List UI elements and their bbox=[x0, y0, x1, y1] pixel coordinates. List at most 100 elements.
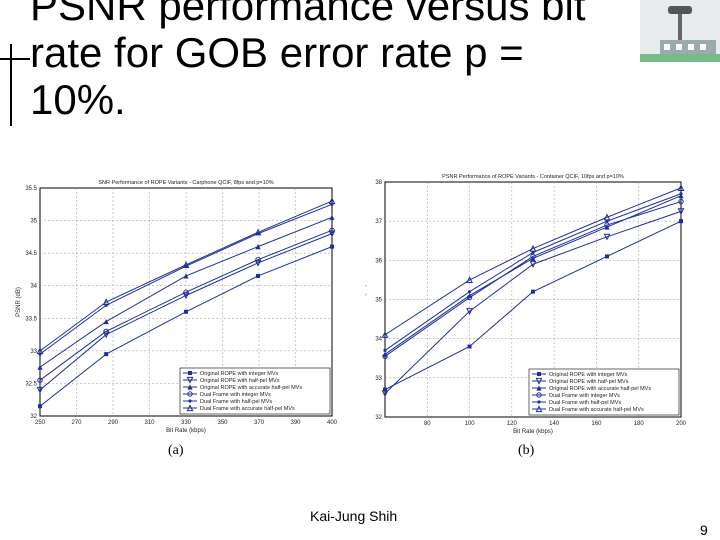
chart-b: PSNR Performance of ROPE Variants - Cont… bbox=[365, 174, 687, 435]
chart-a-series-line bbox=[39, 229, 333, 381]
chart-b-x-tick-label: 180 bbox=[634, 421, 645, 427]
chart-a-x-tick-label: 350 bbox=[217, 420, 228, 426]
chart-a-legend-entry: Original ROPE with accurate half-pel MVs bbox=[200, 385, 302, 391]
chart-b-data-point bbox=[603, 213, 611, 221]
chart-a-data-point bbox=[103, 328, 109, 335]
chart-a-legend-entry: Dual Frame with integer MVs bbox=[200, 392, 271, 398]
chart-a: SNR Performance of ROPE Variants - Carph… bbox=[16, 180, 338, 434]
chart-a-data-point bbox=[328, 230, 336, 238]
chart-a-data-point bbox=[329, 227, 335, 234]
chart-a-series-0 bbox=[38, 244, 334, 409]
footer-author: Kai-Jung Shih bbox=[310, 508, 398, 524]
chart-b-y-tick-label: 32 bbox=[375, 415, 382, 421]
chart-b-legend-entry: Original ROPE with integer MVs bbox=[549, 372, 627, 378]
chart-a-x-tick-label: 250 bbox=[35, 420, 46, 426]
chart-b-series-2 bbox=[382, 193, 684, 357]
chart-b-data-point bbox=[466, 294, 473, 301]
chart-b-data-point bbox=[531, 289, 535, 294]
chart-a-y-tick-label: 33 bbox=[30, 349, 37, 355]
chart-b-series-line bbox=[384, 195, 682, 355]
chart-b-data-point bbox=[605, 219, 609, 223]
chart-b-series-1 bbox=[381, 208, 685, 398]
chart-b-y-tick-label: 35 bbox=[375, 298, 382, 304]
chart-a-data-point bbox=[183, 273, 189, 279]
chart-a-data-point bbox=[37, 364, 43, 370]
chart-a-data-point bbox=[254, 228, 262, 236]
chart-a-legend-entry: Original ROPE with half-pel MVs bbox=[200, 378, 280, 384]
chart-b-y-tick-label: 36 bbox=[375, 258, 382, 264]
chart-b-data-point bbox=[383, 348, 387, 353]
chart-b-legend-entry: Dual Frame with integer MVs bbox=[549, 393, 620, 399]
chart-b-x-axis-label: Bit Rate (kbps) bbox=[513, 429, 553, 435]
chart-a-data-point bbox=[102, 298, 110, 306]
chart-a-data-point bbox=[182, 261, 190, 268]
chart-b-data-point bbox=[383, 387, 387, 392]
chart-a-y-tick-label: 35.5 bbox=[25, 186, 37, 192]
chart-b-series-line bbox=[384, 210, 682, 394]
title-rule-horizontal bbox=[0, 58, 30, 60]
chart-a-legend-marker bbox=[187, 391, 193, 397]
chart-a-data-point bbox=[330, 244, 334, 249]
chart-b-legend-entry: Dual Frame with accurate half-pel MVs bbox=[549, 407, 644, 413]
chart-b-data-point bbox=[382, 353, 388, 359]
chart-b-data-point bbox=[678, 198, 684, 205]
chart-b-data-point bbox=[677, 184, 685, 191]
chart-b-series-line bbox=[384, 193, 682, 351]
chart-a-series-line bbox=[39, 233, 333, 391]
chart-a-legend-marker bbox=[186, 404, 194, 412]
page-number: 9 bbox=[700, 522, 708, 538]
chart-b-x-tick-label: 140 bbox=[549, 421, 560, 427]
chart-a-data-point bbox=[183, 289, 189, 295]
chart-a-legend-marker bbox=[188, 371, 192, 375]
chart-b-data-point bbox=[678, 193, 684, 199]
chart-b-legend-marker bbox=[535, 377, 543, 385]
chart-a-data-point bbox=[104, 352, 109, 357]
chart-b-x-tick-label: 160 bbox=[591, 421, 602, 427]
chart-b-legend-entry: Original ROPE with half-pel MVs bbox=[549, 379, 629, 385]
chart-b-data-point bbox=[530, 253, 536, 260]
chart-a-series-line bbox=[39, 203, 333, 355]
chart-b-series-3 bbox=[382, 198, 684, 359]
chart-b-title: PSNR Performance of ROPE Variants - Cont… bbox=[442, 174, 624, 180]
chart-b-data-point bbox=[603, 233, 611, 241]
chart-a-y-tick-label: 33.5 bbox=[25, 316, 37, 322]
chart-a-data-point bbox=[36, 386, 44, 394]
chart-b-legend-marker bbox=[537, 400, 541, 404]
chart-b-data-point bbox=[531, 250, 535, 255]
chart-a-data-point bbox=[256, 273, 261, 278]
chart-b-data-point bbox=[467, 290, 472, 294]
chart-b-y-axis-label: PSNR (dB) bbox=[365, 285, 367, 315]
chart-a-data-point bbox=[255, 256, 261, 263]
chart-a-x-tick-label: 390 bbox=[290, 420, 301, 426]
chart-b-legend-marker bbox=[536, 392, 542, 398]
chart-a-data-point bbox=[184, 309, 188, 314]
chart-a-legend-entry: Dual Frame with accurate half-pel MVs bbox=[200, 406, 295, 412]
chart-b-data-point bbox=[529, 244, 537, 252]
chart-b-legend-entry: Original ROPE with accurate half-pel MVs bbox=[549, 386, 651, 392]
chart-b-y-tick-label: 34 bbox=[375, 337, 382, 343]
chart-a-series-5 bbox=[36, 197, 336, 354]
chart-a-y-tick-label: 35 bbox=[30, 219, 37, 225]
chart-a-legend-marker bbox=[186, 376, 194, 384]
university-logo-icon bbox=[640, 0, 720, 62]
chart-a-series-2 bbox=[37, 214, 335, 370]
chart-b-series-5 bbox=[381, 184, 685, 338]
chart-a-y-tick-label: 34.5 bbox=[25, 251, 37, 257]
chart-a-legend-marker bbox=[188, 399, 192, 403]
chart-b-data-point bbox=[529, 261, 537, 268]
chart-b-series-line bbox=[384, 201, 682, 357]
chart-a-x-tick-label: 370 bbox=[254, 420, 265, 426]
chart-b-series-4 bbox=[383, 192, 683, 353]
chart-a-series-1 bbox=[36, 230, 336, 394]
chart-a-data-point bbox=[102, 331, 110, 339]
chart-b-data-point bbox=[466, 308, 473, 315]
chart-b-y-tick-label: 33 bbox=[375, 376, 382, 382]
chart-a-series-3 bbox=[37, 227, 335, 383]
chart-a-data-point bbox=[329, 214, 335, 220]
chart-a-y-axis-label: PSNR (dB) bbox=[16, 287, 22, 317]
chart-b-x-tick-label: 200 bbox=[676, 421, 687, 427]
chart-b-data-point bbox=[381, 331, 389, 338]
chart-a-x-tick-label: 310 bbox=[144, 420, 155, 426]
chart-a-data-point bbox=[36, 347, 44, 354]
